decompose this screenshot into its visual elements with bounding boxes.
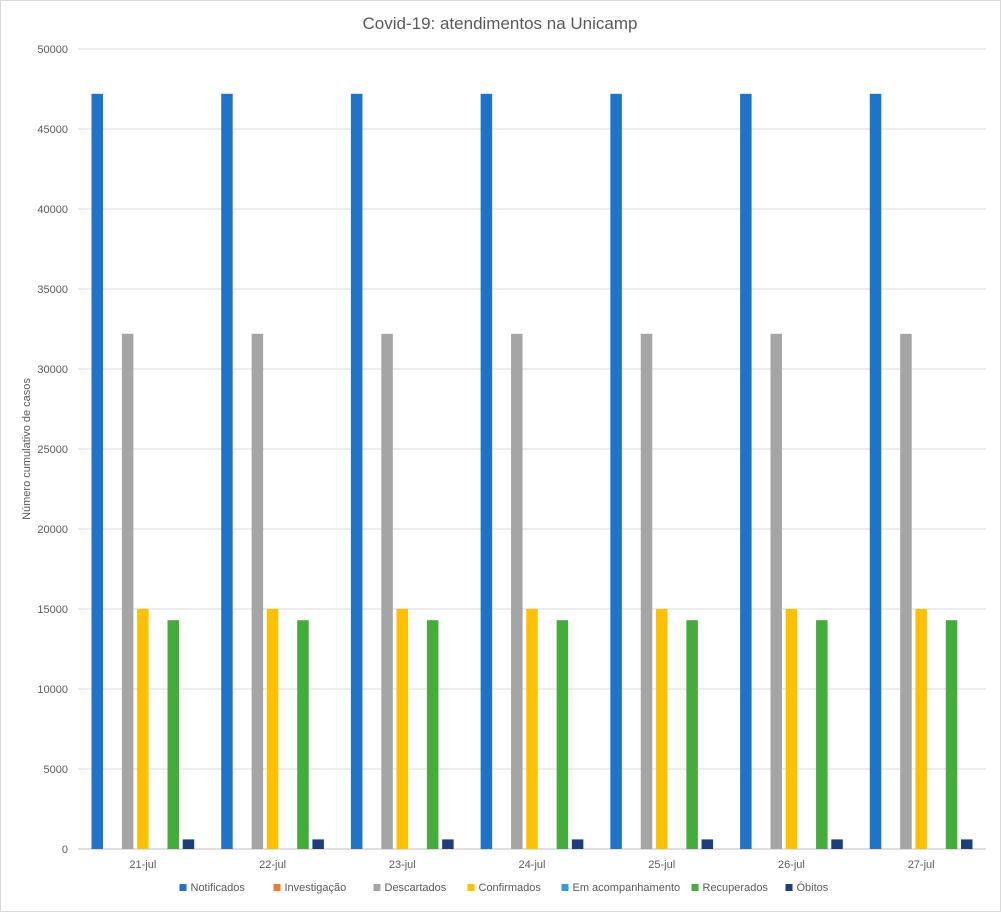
bar-26-jul-2 (770, 333, 782, 849)
bar-23-jul-3 (396, 609, 409, 849)
bar-27-jul-3 (915, 609, 927, 849)
bar-26-jul-0 (740, 93, 752, 850)
bar-23-jul-0 (350, 93, 363, 850)
bar-22-jul-0 (221, 93, 233, 850)
y-tick-label: 20000 (37, 524, 68, 536)
legend-label: Óbitos (797, 881, 829, 894)
bar-22-jul-3 (266, 609, 279, 849)
bars (91, 93, 973, 850)
bar-21-jul-0 (91, 93, 104, 850)
x-tick-label: 24-jul (519, 859, 546, 871)
bar-25-jul-5 (686, 620, 698, 849)
bar-23-jul-6 (442, 839, 454, 849)
chart-title: Covid-19: atendimentos na Unicamp (363, 14, 638, 33)
x-tick-label: 25-jul (648, 859, 675, 871)
bar-26-jul-3 (785, 609, 798, 849)
legend-swatch (179, 884, 187, 891)
bar-25-jul-2 (640, 333, 653, 849)
bar-26-jul-5 (816, 620, 828, 849)
bar-25-jul-0 (610, 93, 622, 850)
y-tick-label: 50000 (37, 44, 68, 56)
legend-swatch (785, 884, 793, 891)
bar-24-jul-2 (511, 333, 523, 849)
legend-label: Recuperados (703, 882, 769, 894)
y-tick-label: 40000 (37, 204, 68, 216)
legend-swatch (467, 884, 475, 891)
y-axis-ticks: 0 5000 10000 15000 20000 25000 30000 35000 40000… (37, 44, 68, 856)
legend: Notificados Investigação Descartados Confir… (179, 881, 829, 894)
bar-24-jul-6 (571, 839, 584, 849)
y-axis-label: Número cumulativo de casos (21, 378, 33, 520)
legend-swatch (273, 884, 281, 891)
bar-25-jul-6 (701, 839, 714, 849)
bar-27-jul-0 (869, 93, 882, 850)
bar-21-jul-6 (182, 839, 195, 849)
x-tick-label: 26-jul (778, 859, 805, 871)
bar-27-jul-2 (900, 333, 912, 849)
legend-label: Notificados (191, 882, 246, 894)
legend-swatch (373, 884, 381, 891)
bar-21-jul-5 (167, 620, 180, 849)
legend-swatch (691, 884, 699, 891)
x-axis-ticks: 21-jul 22-jul 23-jul 24-jul 25-jul 26-jul 27-j… (129, 859, 934, 871)
bar-24-jul-0 (480, 93, 493, 850)
bar-26-jul-6 (831, 839, 843, 849)
bar-27-jul-5 (945, 620, 958, 849)
bar-25-jul-3 (655, 609, 668, 849)
bar-23-jul-2 (381, 333, 393, 849)
y-tick-label: 0 (62, 844, 68, 856)
legend-swatch (561, 884, 569, 891)
bar-22-jul-5 (297, 620, 309, 849)
legend-label: Investigação (285, 882, 347, 894)
bar-21-jul-2 (121, 333, 134, 849)
x-tick-label: 23-jul (389, 859, 416, 871)
bar-24-jul-3 (526, 609, 538, 849)
bar-27-jul-6 (960, 839, 973, 849)
bar-24-jul-5 (556, 620, 569, 849)
x-tick-label: 21-jul (129, 859, 156, 871)
bar-23-jul-5 (426, 620, 439, 849)
y-tick-label: 35000 (37, 284, 68, 296)
y-tick-label: 30000 (37, 364, 68, 376)
y-tick-label: 10000 (37, 684, 68, 696)
x-tick-label: 22-jul (259, 859, 286, 871)
bar-22-jul-6 (312, 839, 324, 849)
bar-21-jul-3 (137, 609, 149, 849)
y-tick-label: 5000 (44, 764, 68, 776)
y-tick-label: 25000 (37, 444, 68, 456)
legend-label: Descartados (385, 882, 447, 894)
y-tick-label: 15000 (37, 604, 68, 616)
legend-label: Em acompanhamento (573, 882, 681, 894)
legend-label: Confirmados (479, 882, 542, 894)
y-tick-label: 45000 (37, 124, 68, 136)
x-tick-label: 27-jul (908, 859, 935, 871)
bar-22-jul-2 (251, 333, 264, 849)
